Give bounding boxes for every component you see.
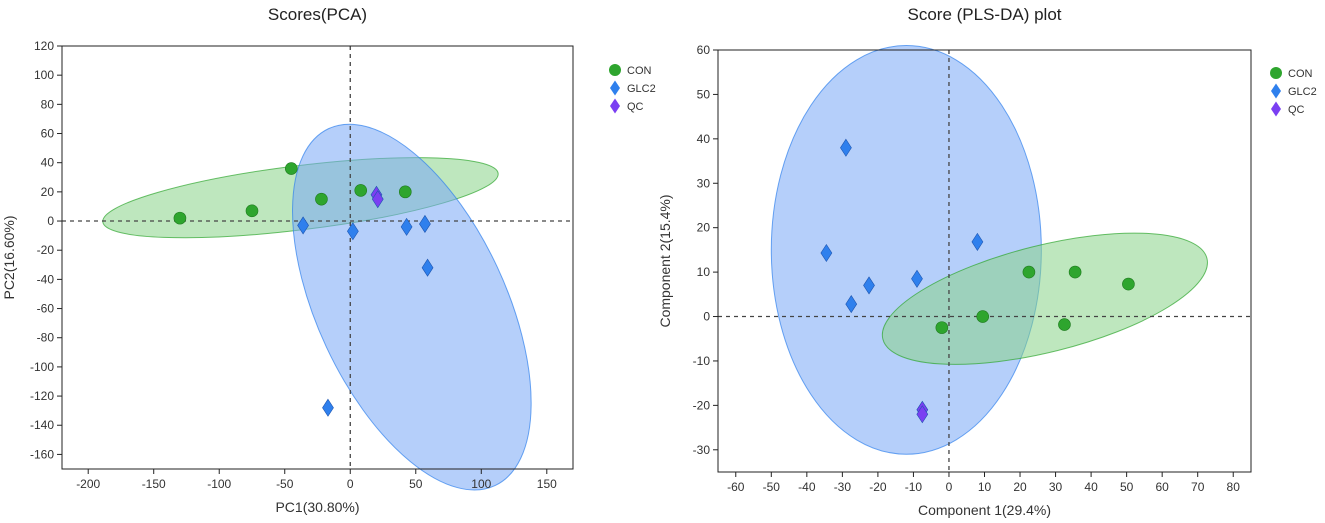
data-point-glc2 [347, 222, 359, 241]
legend-label-con: CON [627, 65, 652, 77]
x-tick-label: -100 [207, 477, 231, 491]
y-tick-label: -140 [30, 418, 54, 432]
x-tick-label: -200 [76, 477, 100, 491]
y-tick-label: -40 [37, 272, 55, 286]
x-tick-label: -20 [869, 480, 887, 494]
y-tick-label: 0 [703, 310, 710, 324]
x-tick-label: 40 [1084, 480, 1098, 494]
data-point-qc [916, 405, 929, 424]
data-point-con [1122, 277, 1135, 291]
legend-label-qc: QC [627, 101, 644, 113]
legend-marker-con [609, 64, 621, 76]
legend-marker-glc2 [1271, 83, 1281, 99]
y-tick-label: -20 [37, 243, 55, 257]
x-tick-label: -150 [142, 477, 166, 491]
data-point-con [315, 192, 328, 206]
x-tick-label: 60 [1155, 480, 1169, 494]
y-tick-label: 0 [47, 214, 54, 228]
chart-title: Scores(PCA) [268, 5, 367, 24]
data-point-glc2 [419, 214, 431, 234]
data-point-glc2 [297, 216, 309, 235]
y-tick-label: 60 [41, 127, 55, 141]
x-axis-label: PC1(30.80%) [275, 499, 359, 515]
data-point-glc2 [421, 258, 434, 277]
data-point-con [1022, 265, 1036, 279]
legend-marker-glc2 [610, 80, 620, 96]
data-point-glc2 [971, 232, 984, 251]
legend-label-con: CON [1288, 68, 1313, 80]
y-tick-label: -20 [693, 398, 711, 412]
data-point-qc [371, 190, 384, 209]
x-tick-label: -10 [905, 480, 923, 494]
y-tick-label: 40 [41, 156, 55, 170]
data-point-con [1058, 318, 1071, 331]
y-tick-label: 20 [41, 185, 55, 199]
x-tick-label: 70 [1191, 480, 1205, 494]
y-tick-label: 60 [697, 43, 711, 57]
legend-marker-qc [1271, 101, 1281, 117]
legend-marker-qc [610, 98, 620, 114]
x-tick-label: -50 [763, 480, 781, 494]
plot-frame [61, 45, 574, 470]
y-tick-label: -60 [37, 302, 55, 316]
data-point-con [245, 204, 259, 218]
data-point-con [935, 321, 949, 334]
data-point-glc2 [911, 269, 923, 288]
y-tick-label: -80 [37, 331, 55, 345]
x-tick-label: -40 [798, 480, 816, 494]
y-tick-label: -10 [693, 354, 711, 368]
y-tick-label: -30 [693, 443, 711, 457]
y-tick-label: 40 [697, 132, 711, 146]
x-axis-label: Component 1(29.4%) [918, 502, 1051, 518]
data-point-con [284, 162, 298, 175]
y-axis-label: PC2(16.60%) [1, 215, 17, 299]
x-tick-label: -50 [276, 477, 294, 491]
y-tick-label: 10 [697, 265, 711, 279]
y-axis-label: Component 2(15.4%) [657, 194, 673, 327]
x-tick-label: 150 [537, 477, 557, 491]
y-tick-label: 80 [41, 97, 55, 111]
legend-label-qc: QC [1288, 104, 1305, 116]
data-point-glc2 [845, 295, 858, 314]
legend-label-glc2: GLC2 [1288, 86, 1317, 98]
x-tick-label: 0 [347, 477, 354, 491]
y-tick-label: -160 [30, 447, 54, 461]
data-point-con [354, 184, 368, 197]
y-tick-label: 50 [697, 87, 711, 101]
data-point-con [173, 211, 187, 225]
y-tick-label: 30 [697, 176, 711, 190]
chart-title: Score (PLS-DA) plot [908, 5, 1062, 24]
y-tick-label: -100 [30, 360, 54, 374]
x-tick-label: -30 [834, 480, 852, 494]
data-point-glc2 [863, 276, 875, 295]
y-tick-label: -120 [30, 389, 54, 403]
y-tick-label: 20 [697, 221, 711, 235]
y-tick-label: 100 [34, 68, 54, 82]
legend-label-glc2: GLC2 [627, 83, 656, 95]
data-point-glc2 [840, 138, 852, 157]
confidence-ellipse-glc2 [292, 123, 532, 491]
x-tick-label: 10 [978, 480, 992, 494]
data-point-glc2 [322, 398, 334, 417]
x-tick-label: 50 [409, 477, 423, 491]
confidence-ellipse-glc2 [770, 45, 1042, 455]
x-tick-label: 30 [1049, 480, 1063, 494]
x-tick-label: 50 [1120, 480, 1134, 494]
x-tick-label: -60 [727, 480, 745, 494]
x-tick-label: 100 [471, 477, 491, 491]
data-point-glc2 [820, 243, 833, 263]
x-tick-label: 20 [1013, 480, 1027, 494]
data-point-glc2 [400, 217, 413, 236]
confidence-ellipse-con [881, 232, 1208, 365]
y-tick-label: 120 [34, 39, 54, 53]
x-tick-label: 80 [1227, 480, 1241, 494]
data-point-con [398, 185, 412, 199]
data-point-con [976, 310, 990, 323]
data-point-con [1068, 265, 1082, 279]
legend-marker-con [1270, 67, 1282, 79]
x-tick-label: 0 [946, 480, 953, 494]
